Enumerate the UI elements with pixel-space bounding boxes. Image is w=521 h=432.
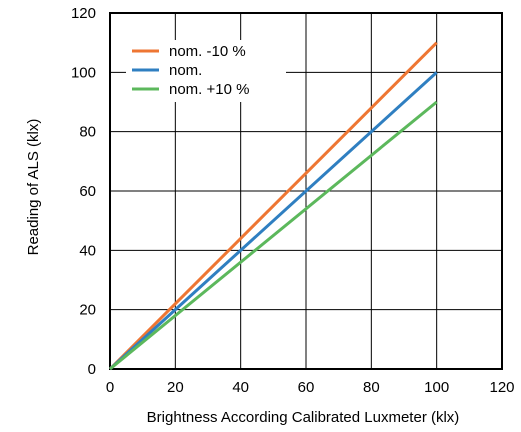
x-axis-label: Brightness According Calibrated Luxmeter… xyxy=(147,409,460,426)
legend-label-0: nom. -10 % xyxy=(169,43,246,60)
x-tick-label-60: 60 xyxy=(298,379,315,396)
x-tick-label-80: 80 xyxy=(363,379,380,396)
x-tick-label-120: 120 xyxy=(489,379,514,396)
legend-label-2: nom. +10 % xyxy=(169,81,249,98)
x-tick-labels: 0 20 40 60 80 100 120 xyxy=(106,379,515,396)
y-tick-label-40: 40 xyxy=(79,242,96,259)
series-layer xyxy=(108,41,438,371)
y-axis-label: Reading of ALS (klx) xyxy=(25,119,42,256)
y-tick-label-60: 60 xyxy=(79,183,96,200)
x-tick-label-20: 20 xyxy=(167,379,184,396)
x-tick-label-100: 100 xyxy=(424,379,449,396)
series-line-2 xyxy=(109,100,438,371)
y-tick-label-20: 20 xyxy=(79,302,96,319)
y-tick-label-80: 80 xyxy=(79,124,96,141)
plot-frame xyxy=(109,12,503,370)
series-line-1 xyxy=(108,71,438,371)
series-line-0 xyxy=(108,41,438,371)
legend-label-1: nom. xyxy=(169,62,202,79)
legend: nom. -10 % nom. nom. +10 % xyxy=(126,40,286,102)
y-tick-label-100: 100 xyxy=(71,64,96,81)
y-tick-label-120: 120 xyxy=(71,5,96,22)
x-tick-label-40: 40 xyxy=(232,379,249,396)
x-tick-label-0: 0 xyxy=(106,379,114,396)
y-tick-label-0: 0 xyxy=(88,361,96,378)
y-tick-labels: 0 20 40 60 80 100 120 xyxy=(71,5,96,378)
